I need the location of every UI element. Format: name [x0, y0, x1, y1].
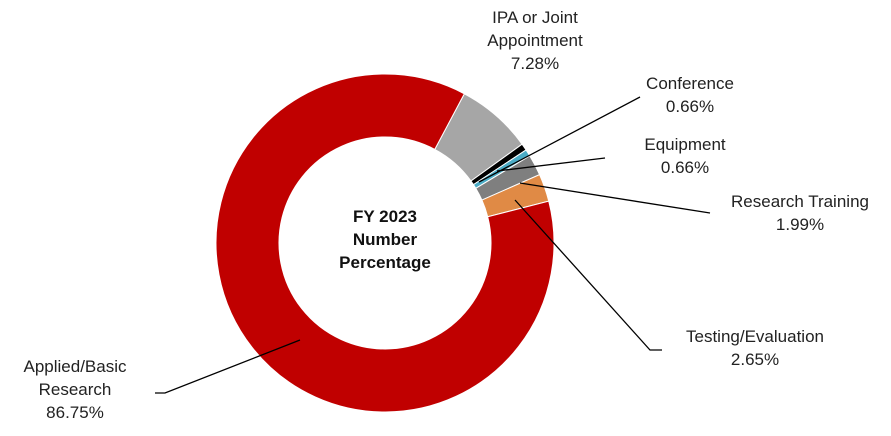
slice-value: 7.28% [510, 54, 560, 73]
slice-name: IPA or Joint Appointment [487, 8, 583, 50]
slice-label: Equipment 0.66% [610, 133, 760, 179]
leader-line [519, 182, 711, 214]
slice-name: Testing/Evaluation [686, 327, 824, 346]
slice-name: Equipment [644, 135, 726, 154]
slice-name: Research Training [731, 192, 869, 211]
slice-value: 2.65% [730, 350, 780, 369]
slice-value: 0.66% [665, 97, 715, 116]
leader-line [496, 157, 606, 172]
slice-label: Conference 0.66% [615, 72, 765, 118]
chart-title: FY 2023 Number Percentage [339, 207, 431, 272]
slice-label: Testing/Evaluation 2.65% [650, 325, 860, 371]
slice-label: Research Training 1.99% [705, 190, 891, 236]
slice-value: 1.99% [775, 215, 825, 234]
leader-line [478, 96, 641, 183]
slice-value: 86.75% [46, 403, 104, 422]
slice-label: IPA or Joint Appointment 7.28% [460, 6, 610, 75]
slice-label: Applied/Basic Research 86.75% [0, 355, 150, 424]
donut-slice [215, 73, 555, 413]
slice-name: Conference [646, 74, 734, 93]
slice-value: 0.66% [660, 158, 710, 177]
slice-name: Applied/Basic Research [23, 357, 127, 399]
leader-line [514, 199, 662, 351]
leader-line [155, 339, 301, 394]
